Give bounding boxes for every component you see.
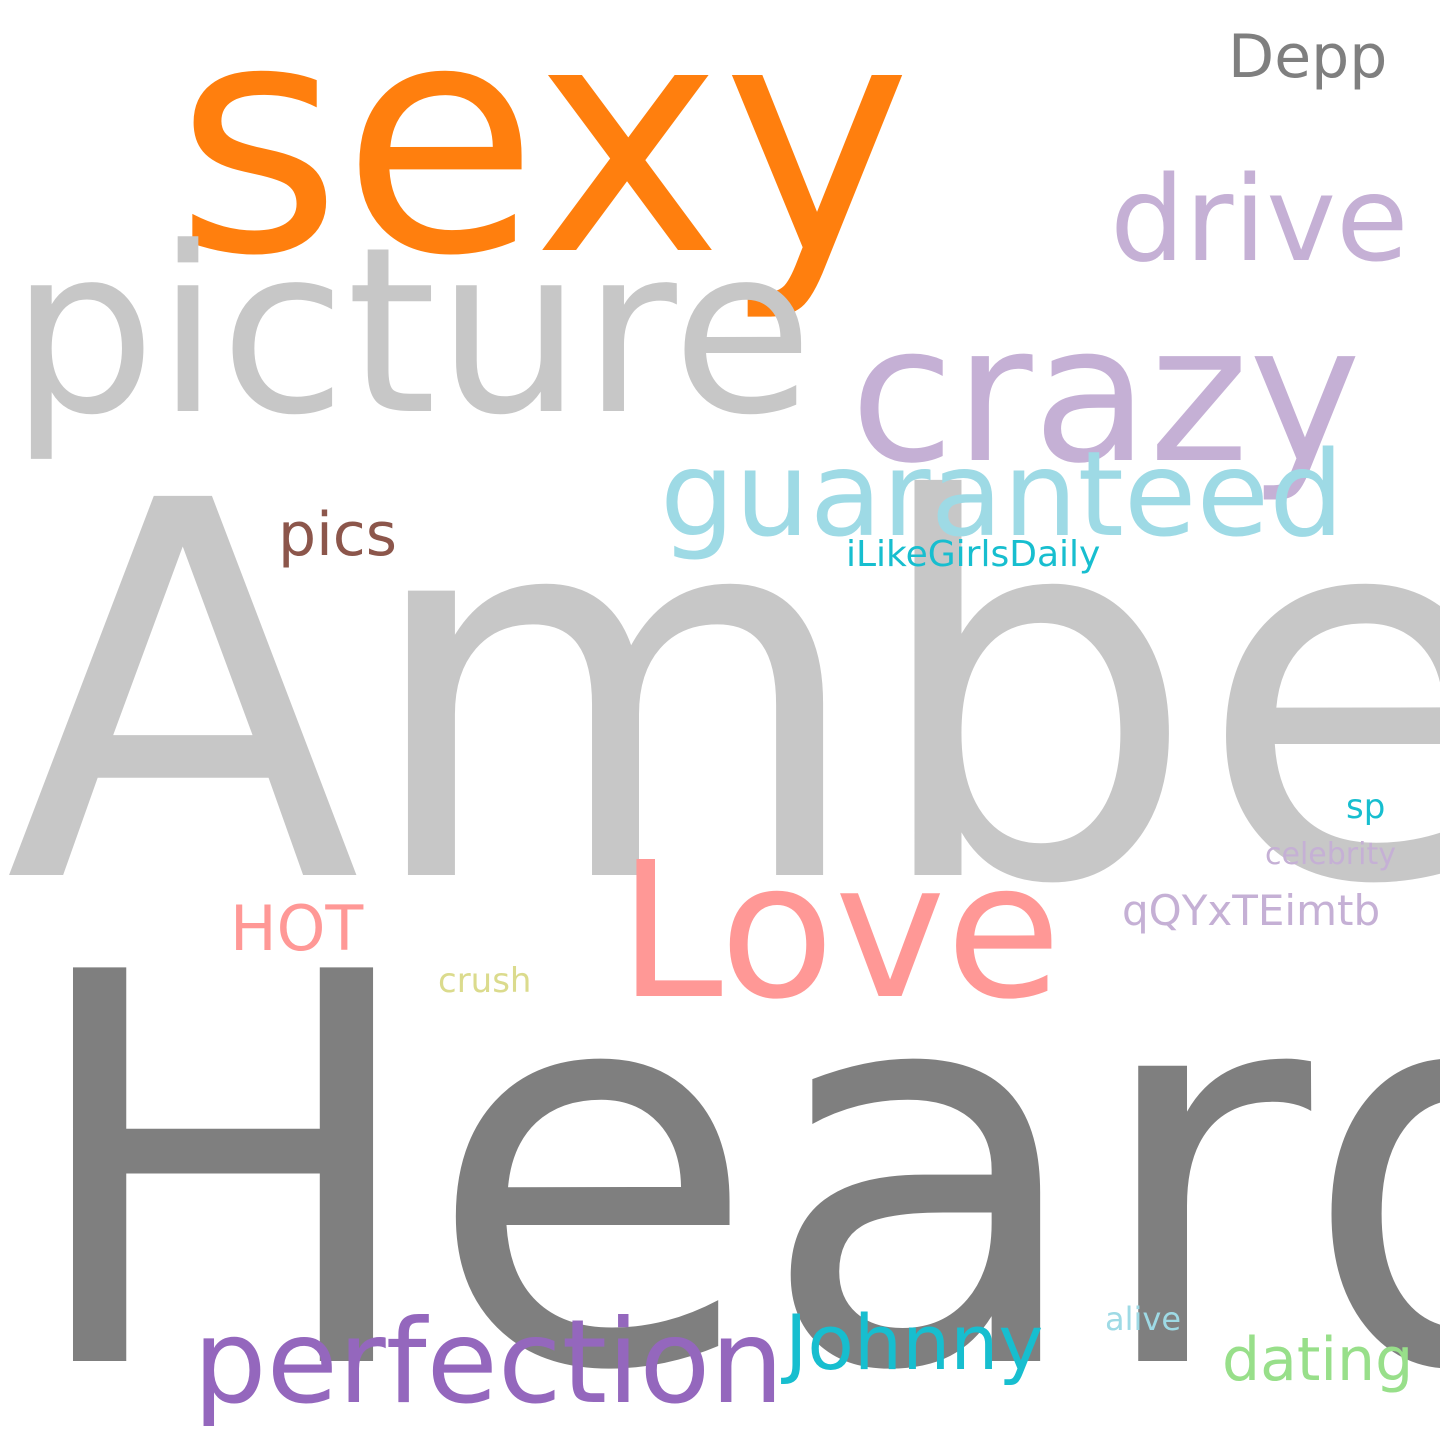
word-celebrity: celebrity bbox=[1265, 837, 1396, 872]
word-heard: Heard bbox=[20, 861, 1440, 1440]
word-dating: dating bbox=[1222, 1325, 1414, 1395]
word-pics: pics bbox=[278, 500, 398, 570]
word-hot: HOT bbox=[230, 892, 364, 965]
word-sexy: sexy bbox=[175, 0, 912, 326]
word-amber: Amber bbox=[5, 392, 1440, 998]
word-crazy: crazy bbox=[850, 284, 1362, 505]
word-qqyxteimtb: qQYxTEimtb bbox=[1122, 886, 1381, 935]
word-johnny: Johnny bbox=[785, 1298, 1044, 1387]
word-perfection: perfection bbox=[193, 1295, 784, 1430]
word-guaranteed: guaranteed bbox=[660, 425, 1344, 563]
word-picture: picture bbox=[10, 199, 814, 466]
word-drive: drive bbox=[1110, 150, 1409, 288]
word-love: Love bbox=[618, 822, 1062, 1041]
word-crush: crush bbox=[438, 961, 532, 1001]
word-sp: sp bbox=[1346, 787, 1386, 827]
word-ilikegirlsdaily: iLikeGirlsDaily bbox=[846, 534, 1101, 575]
word-depp: Depp bbox=[1228, 22, 1388, 92]
word-alive: alive bbox=[1105, 1300, 1182, 1338]
